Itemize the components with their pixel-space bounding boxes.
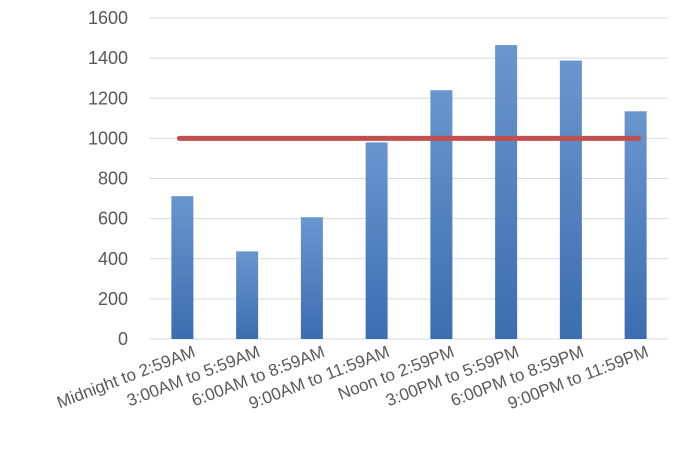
y-tick-label: 200 bbox=[98, 289, 128, 309]
y-tick-label: 400 bbox=[98, 249, 128, 269]
grid-layer bbox=[150, 17, 668, 340]
y-tick-label: 1200 bbox=[88, 88, 128, 108]
y-tick-label: 800 bbox=[98, 169, 128, 189]
y-tick-label: 1600 bbox=[88, 8, 128, 28]
bar bbox=[430, 90, 453, 339]
bar bbox=[236, 251, 259, 339]
y-tick-label: 0 bbox=[118, 329, 128, 349]
y-tick-label: 600 bbox=[98, 209, 128, 229]
y-axis-labels: 0 200 400 600 800 1000 1200 1400 1600 bbox=[88, 8, 128, 349]
y-tick-label: 1400 bbox=[88, 48, 128, 68]
bar bbox=[495, 45, 518, 339]
y-tick-label: 1000 bbox=[88, 128, 128, 148]
bar bbox=[559, 60, 582, 339]
bar bbox=[171, 196, 194, 339]
bar bbox=[365, 142, 388, 339]
bar bbox=[300, 217, 323, 339]
bar-series bbox=[171, 45, 647, 340]
bar bbox=[624, 111, 647, 340]
